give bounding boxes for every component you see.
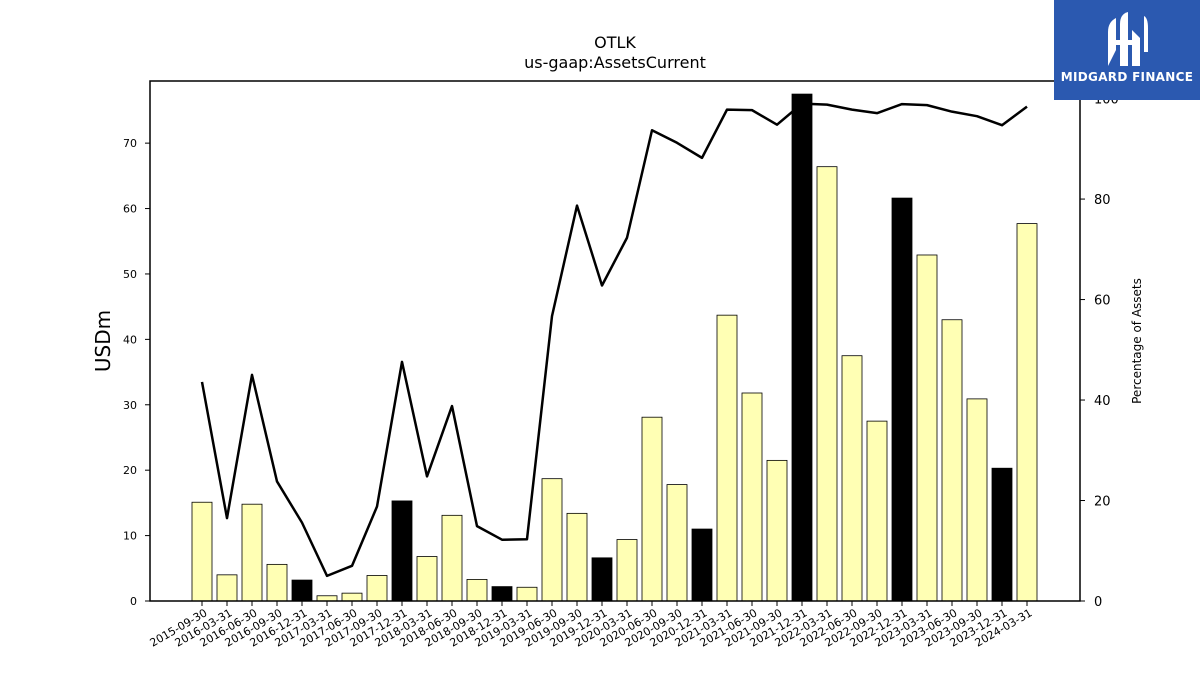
midgard-logo: MIDGARD FINANCE xyxy=(1054,0,1200,100)
bar xyxy=(416,556,438,602)
bar xyxy=(916,254,938,602)
bar xyxy=(391,500,413,602)
chart-title: OTLK xyxy=(594,33,636,52)
y-tick-label: 20 xyxy=(123,464,137,477)
y-tick-label: 50 xyxy=(123,268,137,281)
bar xyxy=(816,166,838,602)
plot-frame xyxy=(149,80,1081,602)
y-axis-label: USDm xyxy=(91,310,115,372)
bar xyxy=(991,467,1013,602)
bar xyxy=(491,586,513,602)
bar xyxy=(466,579,488,602)
bar xyxy=(216,574,238,602)
chart-subtitle: us-gaap:AssetsCurrent xyxy=(524,53,706,72)
y2-tick-label: 40 xyxy=(1094,394,1111,409)
bar xyxy=(566,512,588,602)
percentage-line xyxy=(200,102,1028,578)
bar xyxy=(366,575,388,602)
y2-tick-label: 60 xyxy=(1094,294,1111,309)
bar xyxy=(291,579,313,602)
bar xyxy=(666,484,688,602)
bar xyxy=(766,459,788,602)
logo-text: MIDGARD FINANCE xyxy=(1060,70,1194,84)
bar xyxy=(741,392,763,602)
bar xyxy=(691,528,713,602)
bar xyxy=(641,416,663,602)
bar xyxy=(791,93,813,602)
bar xyxy=(191,501,213,602)
y-tick-label: 60 xyxy=(123,203,137,216)
y2-tick-label: 80 xyxy=(1094,193,1111,208)
y-tick-label: 70 xyxy=(123,137,137,150)
y2-tick-label: 0 xyxy=(1094,595,1102,610)
y2-axis-label: Percentage of Assets xyxy=(1130,278,1144,404)
bar xyxy=(841,355,863,602)
midgard-logo-icon xyxy=(1108,12,1148,66)
bar xyxy=(316,595,338,602)
bar xyxy=(591,557,613,602)
y-tick-label: 10 xyxy=(123,530,137,543)
bar xyxy=(716,314,738,602)
y-tick-label: 0 xyxy=(130,595,137,608)
bar xyxy=(241,503,263,602)
bar xyxy=(941,319,963,602)
bar xyxy=(516,586,538,602)
y-tick-label: 30 xyxy=(123,399,137,412)
bar xyxy=(1016,223,1038,602)
bar xyxy=(266,563,288,602)
bar xyxy=(541,478,563,602)
left-axis: 0 10 20 30 40 50 60 70 xyxy=(123,137,150,608)
x-axis: 2015-09-302016-03-312016-06-302016-09-30… xyxy=(148,601,1035,650)
y-tick-label: 40 xyxy=(123,333,137,346)
bar xyxy=(891,197,913,602)
bar xyxy=(341,592,363,602)
bar xyxy=(441,514,463,602)
bar-series xyxy=(191,93,1038,602)
bar xyxy=(866,420,888,602)
line-series xyxy=(200,102,1028,578)
y2-tick-label: 20 xyxy=(1094,495,1111,510)
bar xyxy=(616,539,638,602)
bar xyxy=(966,398,988,602)
